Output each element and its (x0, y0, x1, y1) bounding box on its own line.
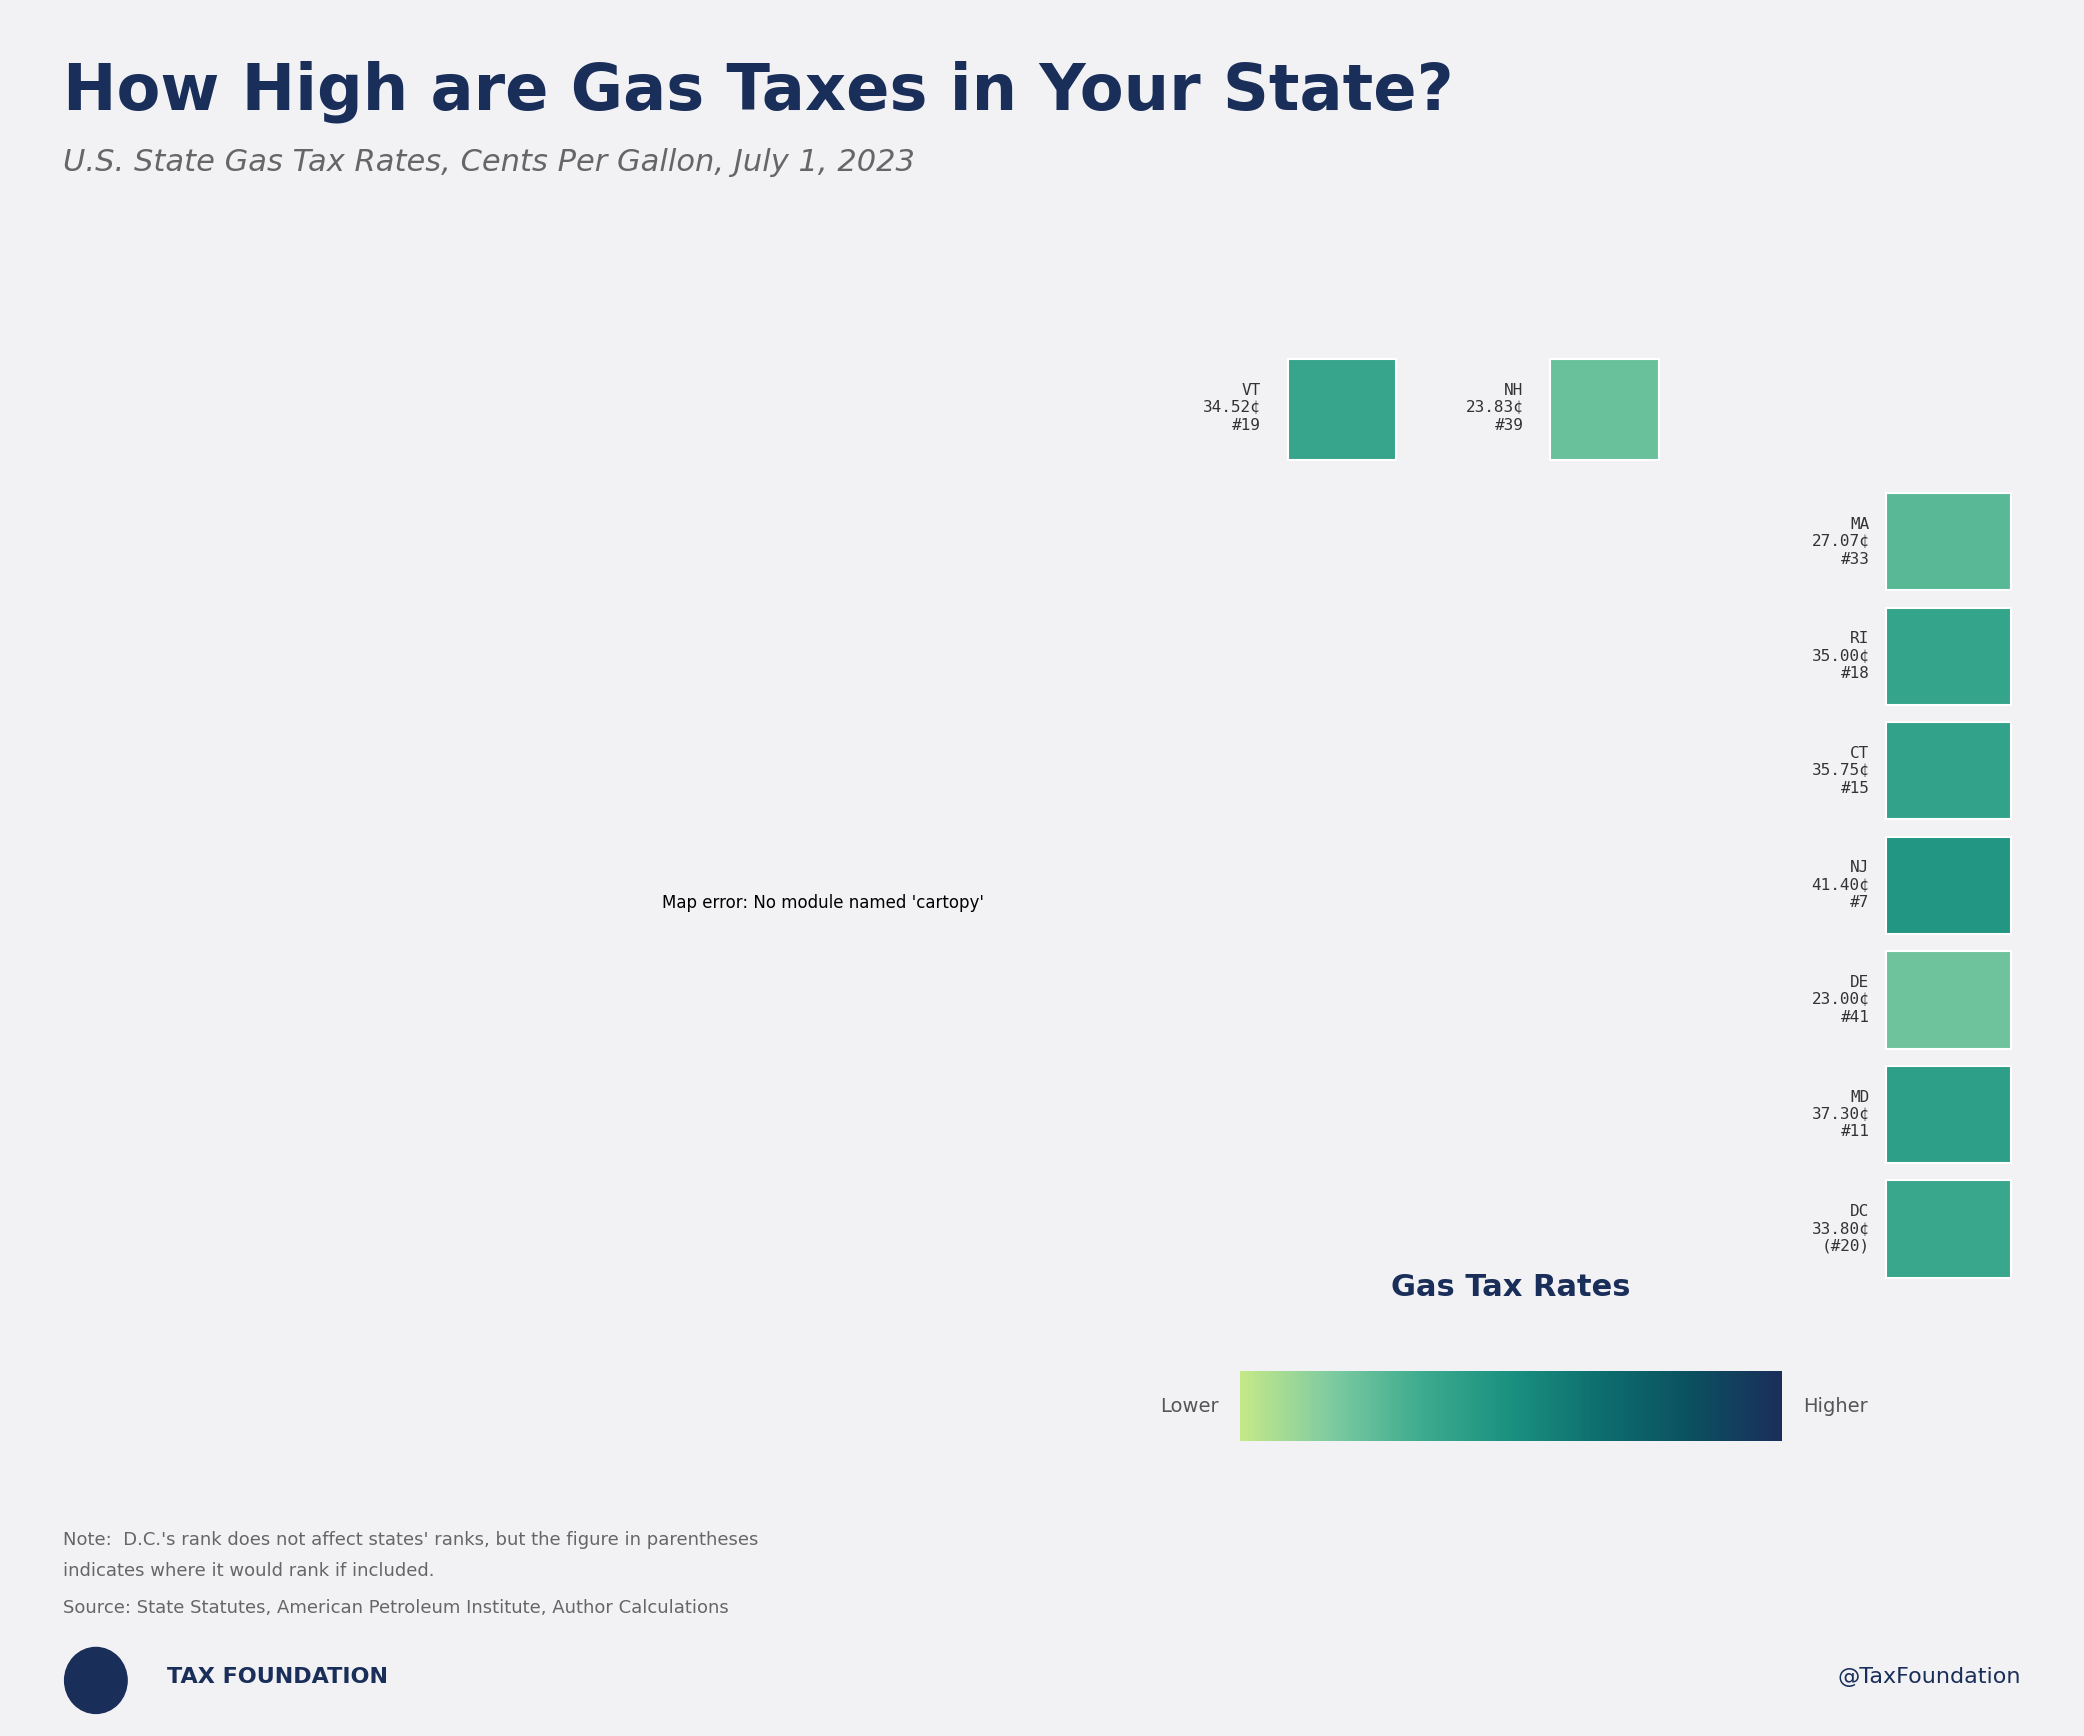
Text: DE
23.00¢
#41: DE 23.00¢ #41 (1811, 976, 1869, 1024)
Text: RI
35.00¢
#18: RI 35.00¢ #18 (1811, 632, 1869, 681)
Text: MA
27.07¢
#33: MA 27.07¢ #33 (1811, 517, 1869, 566)
Text: Note:  D.C.'s rank does not affect states' ranks, but the figure in parentheses: Note: D.C.'s rank does not affect states… (63, 1531, 759, 1549)
Text: Map error: No module named 'cartopy': Map error: No module named 'cartopy' (663, 894, 984, 911)
Text: Lower: Lower (1159, 1397, 1219, 1415)
Text: U.S. State Gas Tax Rates, Cents Per Gallon, July 1, 2023: U.S. State Gas Tax Rates, Cents Per Gall… (63, 148, 915, 177)
Text: @TaxFoundation: @TaxFoundation (1838, 1667, 2021, 1687)
Text: NH
23.83¢
#39: NH 23.83¢ #39 (1465, 384, 1523, 432)
Text: CT
35.75¢
#15: CT 35.75¢ #15 (1811, 746, 1869, 795)
Text: How High are Gas Taxes in Your State?: How High are Gas Taxes in Your State? (63, 61, 1453, 123)
Text: DC
33.80¢
(#20): DC 33.80¢ (#20) (1811, 1205, 1869, 1253)
Ellipse shape (65, 1647, 127, 1713)
Text: Source: State Statutes, American Petroleum Institute, Author Calculations: Source: State Statutes, American Petrole… (63, 1599, 727, 1616)
Text: MD
37.30¢
#11: MD 37.30¢ #11 (1811, 1090, 1869, 1139)
Text: NJ
41.40¢
#7: NJ 41.40¢ #7 (1811, 861, 1869, 910)
Text: TAX FOUNDATION: TAX FOUNDATION (167, 1667, 388, 1687)
Text: indicates where it would rank if included.: indicates where it would rank if include… (63, 1562, 433, 1580)
Text: Higher: Higher (1803, 1397, 1867, 1415)
Text: VT
34.52¢
#19: VT 34.52¢ #19 (1202, 384, 1261, 432)
Text: Gas Tax Rates: Gas Tax Rates (1392, 1272, 1630, 1302)
